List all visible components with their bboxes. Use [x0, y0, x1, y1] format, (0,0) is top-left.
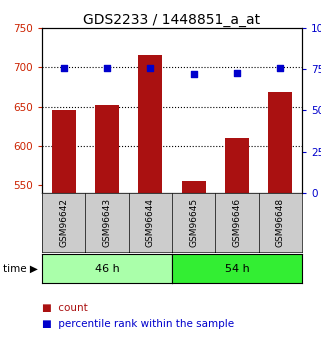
- Text: 54 h: 54 h: [225, 264, 249, 274]
- Point: [278, 66, 283, 71]
- Text: ■  count: ■ count: [42, 303, 88, 313]
- Text: GSM96648: GSM96648: [276, 198, 285, 247]
- Text: 46 h: 46 h: [95, 264, 119, 274]
- Bar: [268, 92, 292, 193]
- Text: time ▶: time ▶: [3, 264, 38, 274]
- Text: GSM96645: GSM96645: [189, 198, 198, 247]
- Text: GSM96643: GSM96643: [102, 198, 111, 247]
- Text: GSM96642: GSM96642: [59, 198, 68, 247]
- Point: [191, 71, 196, 77]
- Title: GDS2233 / 1448851_a_at: GDS2233 / 1448851_a_at: [83, 13, 261, 27]
- Bar: [225, 138, 249, 193]
- Point: [234, 70, 239, 75]
- Text: ■  percentile rank within the sample: ■ percentile rank within the sample: [42, 319, 234, 329]
- Bar: [182, 181, 205, 193]
- Text: GSM96644: GSM96644: [146, 198, 155, 247]
- Point: [61, 66, 66, 71]
- Bar: [52, 110, 75, 193]
- Bar: [95, 105, 119, 193]
- Point: [148, 66, 153, 71]
- Text: GSM96646: GSM96646: [232, 198, 241, 247]
- Point: [104, 66, 109, 71]
- Bar: [138, 55, 162, 193]
